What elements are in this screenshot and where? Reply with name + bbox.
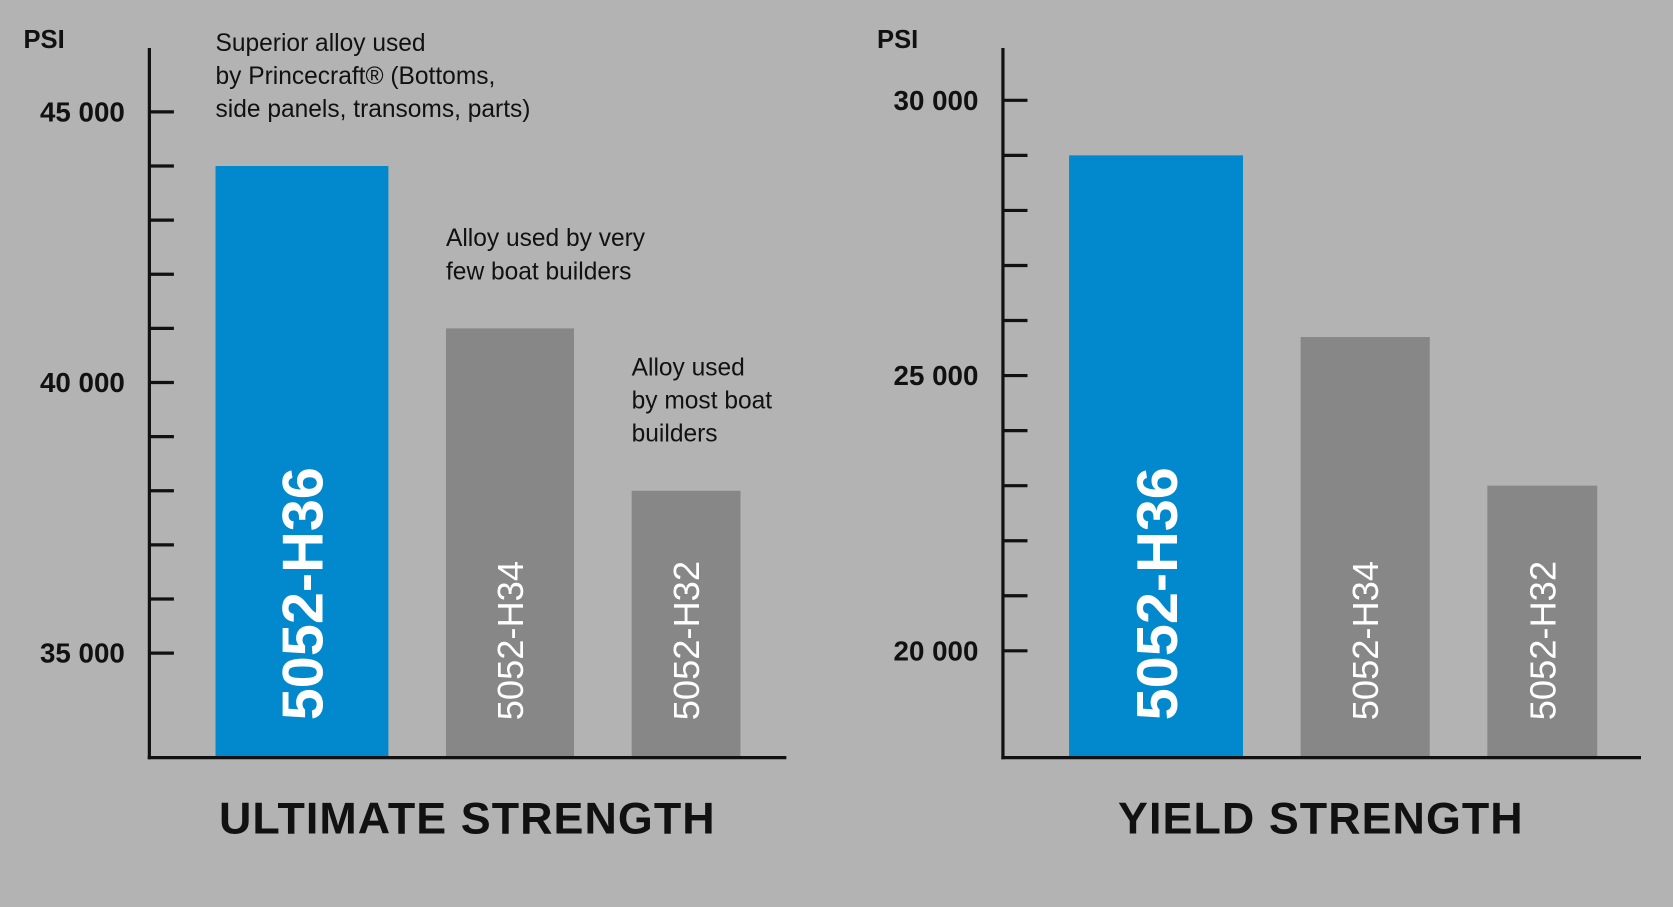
bar <box>1487 485 1598 758</box>
y-axis-label: PSI <box>877 26 918 54</box>
annotation: side panels, transoms, parts) <box>216 96 531 123</box>
bar <box>215 166 389 758</box>
annotation: by most boat <box>632 388 773 415</box>
chart-title: ULTIMATE STRENGTH <box>219 793 716 843</box>
bar-category-label: 5052-H34 <box>1345 561 1386 720</box>
y-tick-label: 35 000 <box>40 638 125 669</box>
y-tick-label: 25 000 <box>894 360 979 391</box>
bar-category-label: 5052-H32 <box>666 561 707 720</box>
bar-chart: PSI 35 000 40 000 45 000 5052-H36 Superior al… <box>23 26 787 843</box>
y-tick-label: 40 000 <box>40 367 125 398</box>
annotation: Alloy used by very <box>446 225 646 252</box>
y-tick-label: 30 000 <box>894 85 979 116</box>
bar <box>1300 337 1430 758</box>
y-axis-label: PSI <box>23 26 64 54</box>
bar <box>445 328 575 758</box>
annotation: by Princecraft® (Bottoms, <box>216 63 496 90</box>
bar-category-label: 5052-H34 <box>490 561 531 720</box>
annotation: builders <box>632 421 718 448</box>
bar <box>1069 155 1244 758</box>
bar <box>631 490 741 758</box>
chart-title: YIELD STRENGTH <box>1118 793 1524 843</box>
annotation: Alloy used <box>632 355 745 382</box>
bar-category-label: 5052-H36 <box>272 467 336 720</box>
bar-category-label: 5052-H32 <box>1522 561 1563 720</box>
annotation: Superior alloy used <box>216 30 426 57</box>
bar-chart: PSI 20 000 25 000 30 000 5052-H36 5052-H34 505… <box>877 26 1641 843</box>
y-tick-label: 45 000 <box>40 96 125 127</box>
y-tick-label: 20 000 <box>894 635 979 666</box>
annotation: few boat builders <box>446 258 631 285</box>
bar-category-label: 5052-H36 <box>1126 467 1190 720</box>
